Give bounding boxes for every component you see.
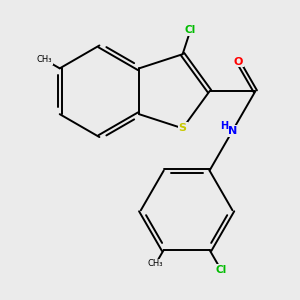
Text: Cl: Cl (185, 25, 196, 35)
Text: CH₃: CH₃ (148, 259, 164, 268)
Text: H: H (220, 121, 228, 131)
Text: O: O (233, 56, 243, 67)
Text: N: N (228, 126, 237, 136)
Text: CH₃: CH₃ (37, 55, 52, 64)
Text: S: S (178, 123, 187, 133)
Text: Cl: Cl (215, 265, 226, 275)
